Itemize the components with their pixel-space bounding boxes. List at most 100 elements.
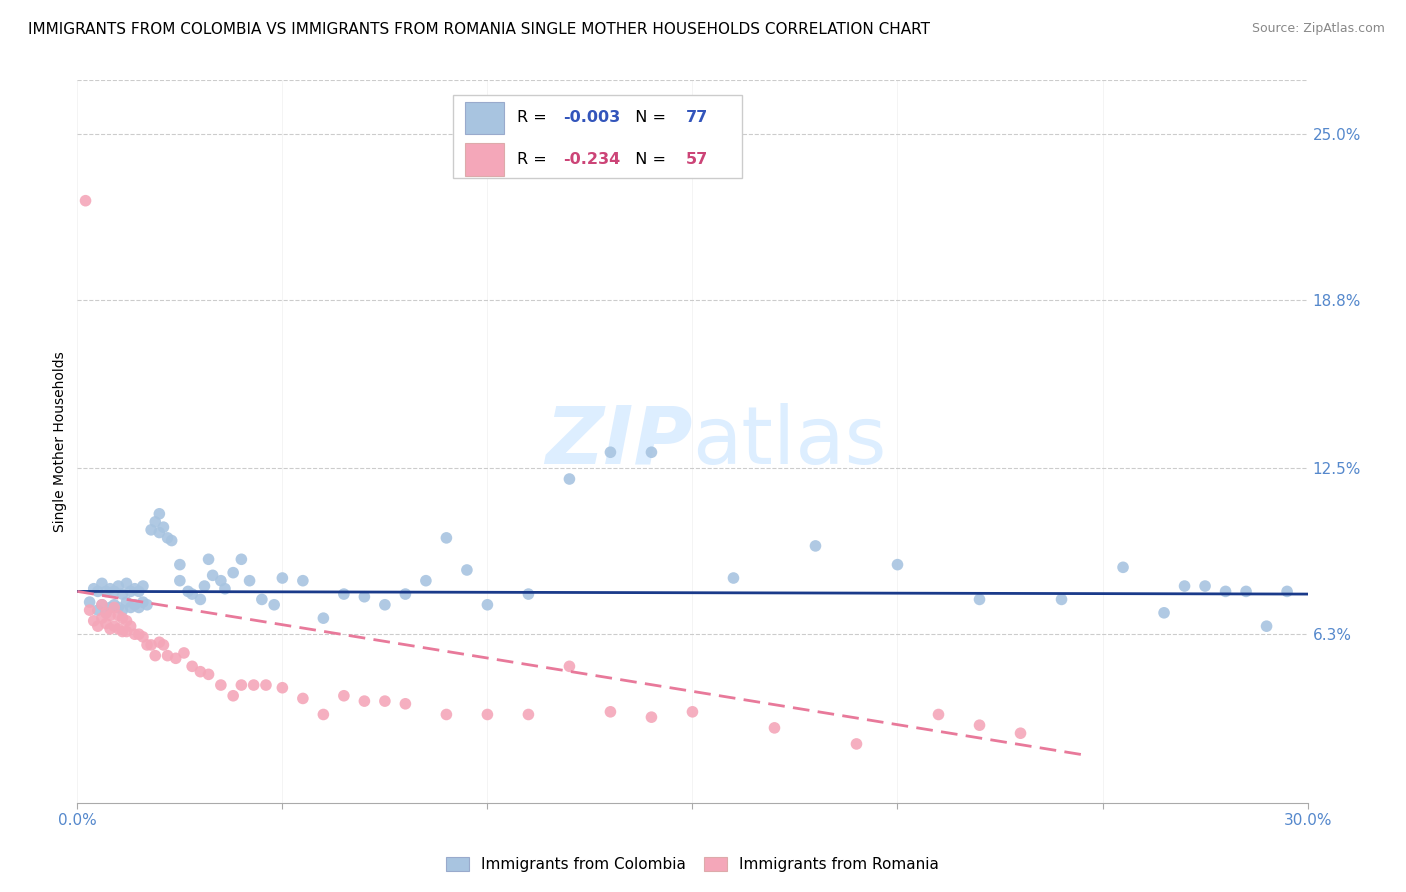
Point <box>136 638 159 652</box>
Point <box>87 584 110 599</box>
Point <box>98 582 121 596</box>
Point <box>90 598 114 612</box>
Point <box>79 595 101 609</box>
Point <box>169 574 191 588</box>
Point <box>1215 584 1237 599</box>
Point <box>517 707 540 722</box>
Point <box>160 533 183 548</box>
Point <box>165 651 187 665</box>
Text: -0.234: -0.234 <box>564 152 620 167</box>
Point <box>477 598 499 612</box>
Point <box>291 691 314 706</box>
Point <box>90 598 114 612</box>
Point <box>156 648 179 663</box>
Point <box>353 694 375 708</box>
Point <box>254 678 277 692</box>
Point <box>250 592 273 607</box>
Bar <box>465 144 505 176</box>
Point <box>87 603 110 617</box>
Point <box>682 705 704 719</box>
Point <box>928 707 950 722</box>
Point <box>201 568 224 582</box>
Point <box>94 606 117 620</box>
Point <box>120 584 142 599</box>
Point <box>558 472 581 486</box>
Point <box>181 587 204 601</box>
Point <box>181 659 204 673</box>
Point <box>271 681 294 695</box>
Point <box>143 515 166 529</box>
Point <box>239 574 262 588</box>
Point <box>886 558 908 572</box>
Point <box>94 584 117 599</box>
Point <box>148 635 170 649</box>
Point <box>111 624 134 639</box>
Point <box>222 566 245 580</box>
Text: atlas: atlas <box>693 402 887 481</box>
Point <box>263 598 285 612</box>
Point <box>115 624 138 639</box>
Point <box>640 710 662 724</box>
Point <box>83 582 105 596</box>
Text: R =: R = <box>516 152 551 167</box>
Text: 77: 77 <box>686 111 709 126</box>
Point <box>312 707 335 722</box>
Point <box>124 627 146 641</box>
Text: N =: N = <box>624 152 671 167</box>
Point <box>1275 584 1298 599</box>
Point <box>394 697 416 711</box>
Point <box>128 584 150 599</box>
Point <box>115 576 138 591</box>
Point <box>188 665 212 679</box>
Text: IMMIGRANTS FROM COLOMBIA VS IMMIGRANTS FROM ROMANIA SINGLE MOTHER HOUSEHOLDS COR: IMMIGRANTS FROM COLOMBIA VS IMMIGRANTS F… <box>28 22 931 37</box>
Point <box>128 627 150 641</box>
Point <box>173 646 195 660</box>
Point <box>222 689 245 703</box>
Point <box>969 592 991 607</box>
Point <box>90 611 114 625</box>
Point <box>640 445 662 459</box>
Point <box>1112 560 1135 574</box>
Point <box>94 616 117 631</box>
Point <box>111 611 134 625</box>
Point <box>477 707 499 722</box>
Point <box>141 638 163 652</box>
Point <box>107 579 129 593</box>
Point <box>148 507 170 521</box>
Point <box>141 523 163 537</box>
Point <box>136 598 159 612</box>
Point <box>804 539 827 553</box>
Point <box>79 603 101 617</box>
Point <box>103 584 125 599</box>
Text: R =: R = <box>516 111 551 126</box>
Point <box>87 619 110 633</box>
Point <box>90 576 114 591</box>
Point <box>1153 606 1175 620</box>
Point <box>374 598 396 612</box>
Point <box>111 603 134 617</box>
Point <box>193 579 215 593</box>
Point <box>120 600 142 615</box>
Point <box>1174 579 1197 593</box>
Point <box>291 574 314 588</box>
Text: ZIP: ZIP <box>546 402 693 481</box>
Text: N =: N = <box>624 111 671 126</box>
Point <box>456 563 478 577</box>
Point <box>107 608 129 623</box>
Point <box>197 667 219 681</box>
Point <box>415 574 437 588</box>
Point <box>517 587 540 601</box>
Point <box>231 678 253 692</box>
FancyBboxPatch shape <box>453 95 742 178</box>
Point <box>98 622 121 636</box>
Point <box>1010 726 1032 740</box>
Point <box>98 600 121 615</box>
Point <box>115 595 138 609</box>
Point <box>107 622 129 636</box>
Point <box>231 552 253 566</box>
Point <box>353 590 375 604</box>
Point <box>845 737 868 751</box>
Point <box>94 606 117 620</box>
Point <box>436 707 458 722</box>
Point <box>558 659 581 673</box>
